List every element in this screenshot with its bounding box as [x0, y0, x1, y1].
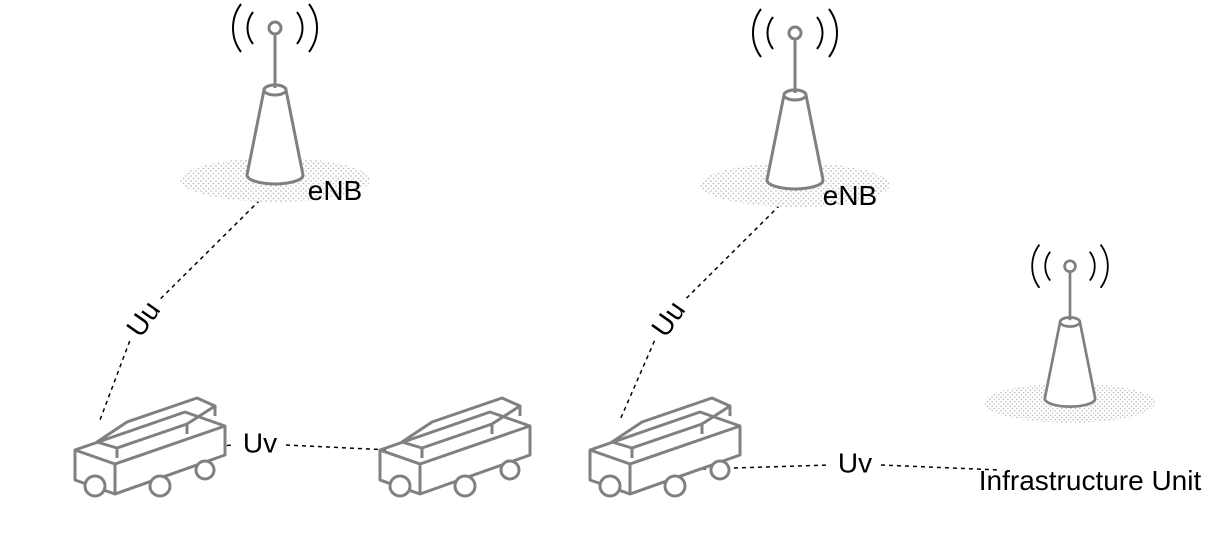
tower-enb2 [700, 9, 890, 207]
edge-label-uu: Uu [120, 295, 166, 342]
edge-enb1-car1: Uu [100, 200, 260, 420]
label-rsu: Infrastructure Unit [979, 465, 1202, 496]
tower-enb1 [180, 4, 370, 202]
vehicle-car1 [75, 398, 225, 496]
edge-enb2-car3: Uu [620, 205, 780, 420]
edge-label-uu: Uu [645, 295, 691, 342]
edge-label-uv: Uv [243, 427, 277, 458]
label-enb2: eNB [823, 180, 877, 211]
vehicle-car3 [590, 398, 740, 496]
tower-rsu [985, 245, 1156, 423]
label-enb1: eNB [308, 175, 362, 206]
vehicle-car2 [380, 398, 530, 496]
edge-label-uv: Uv [838, 447, 872, 478]
